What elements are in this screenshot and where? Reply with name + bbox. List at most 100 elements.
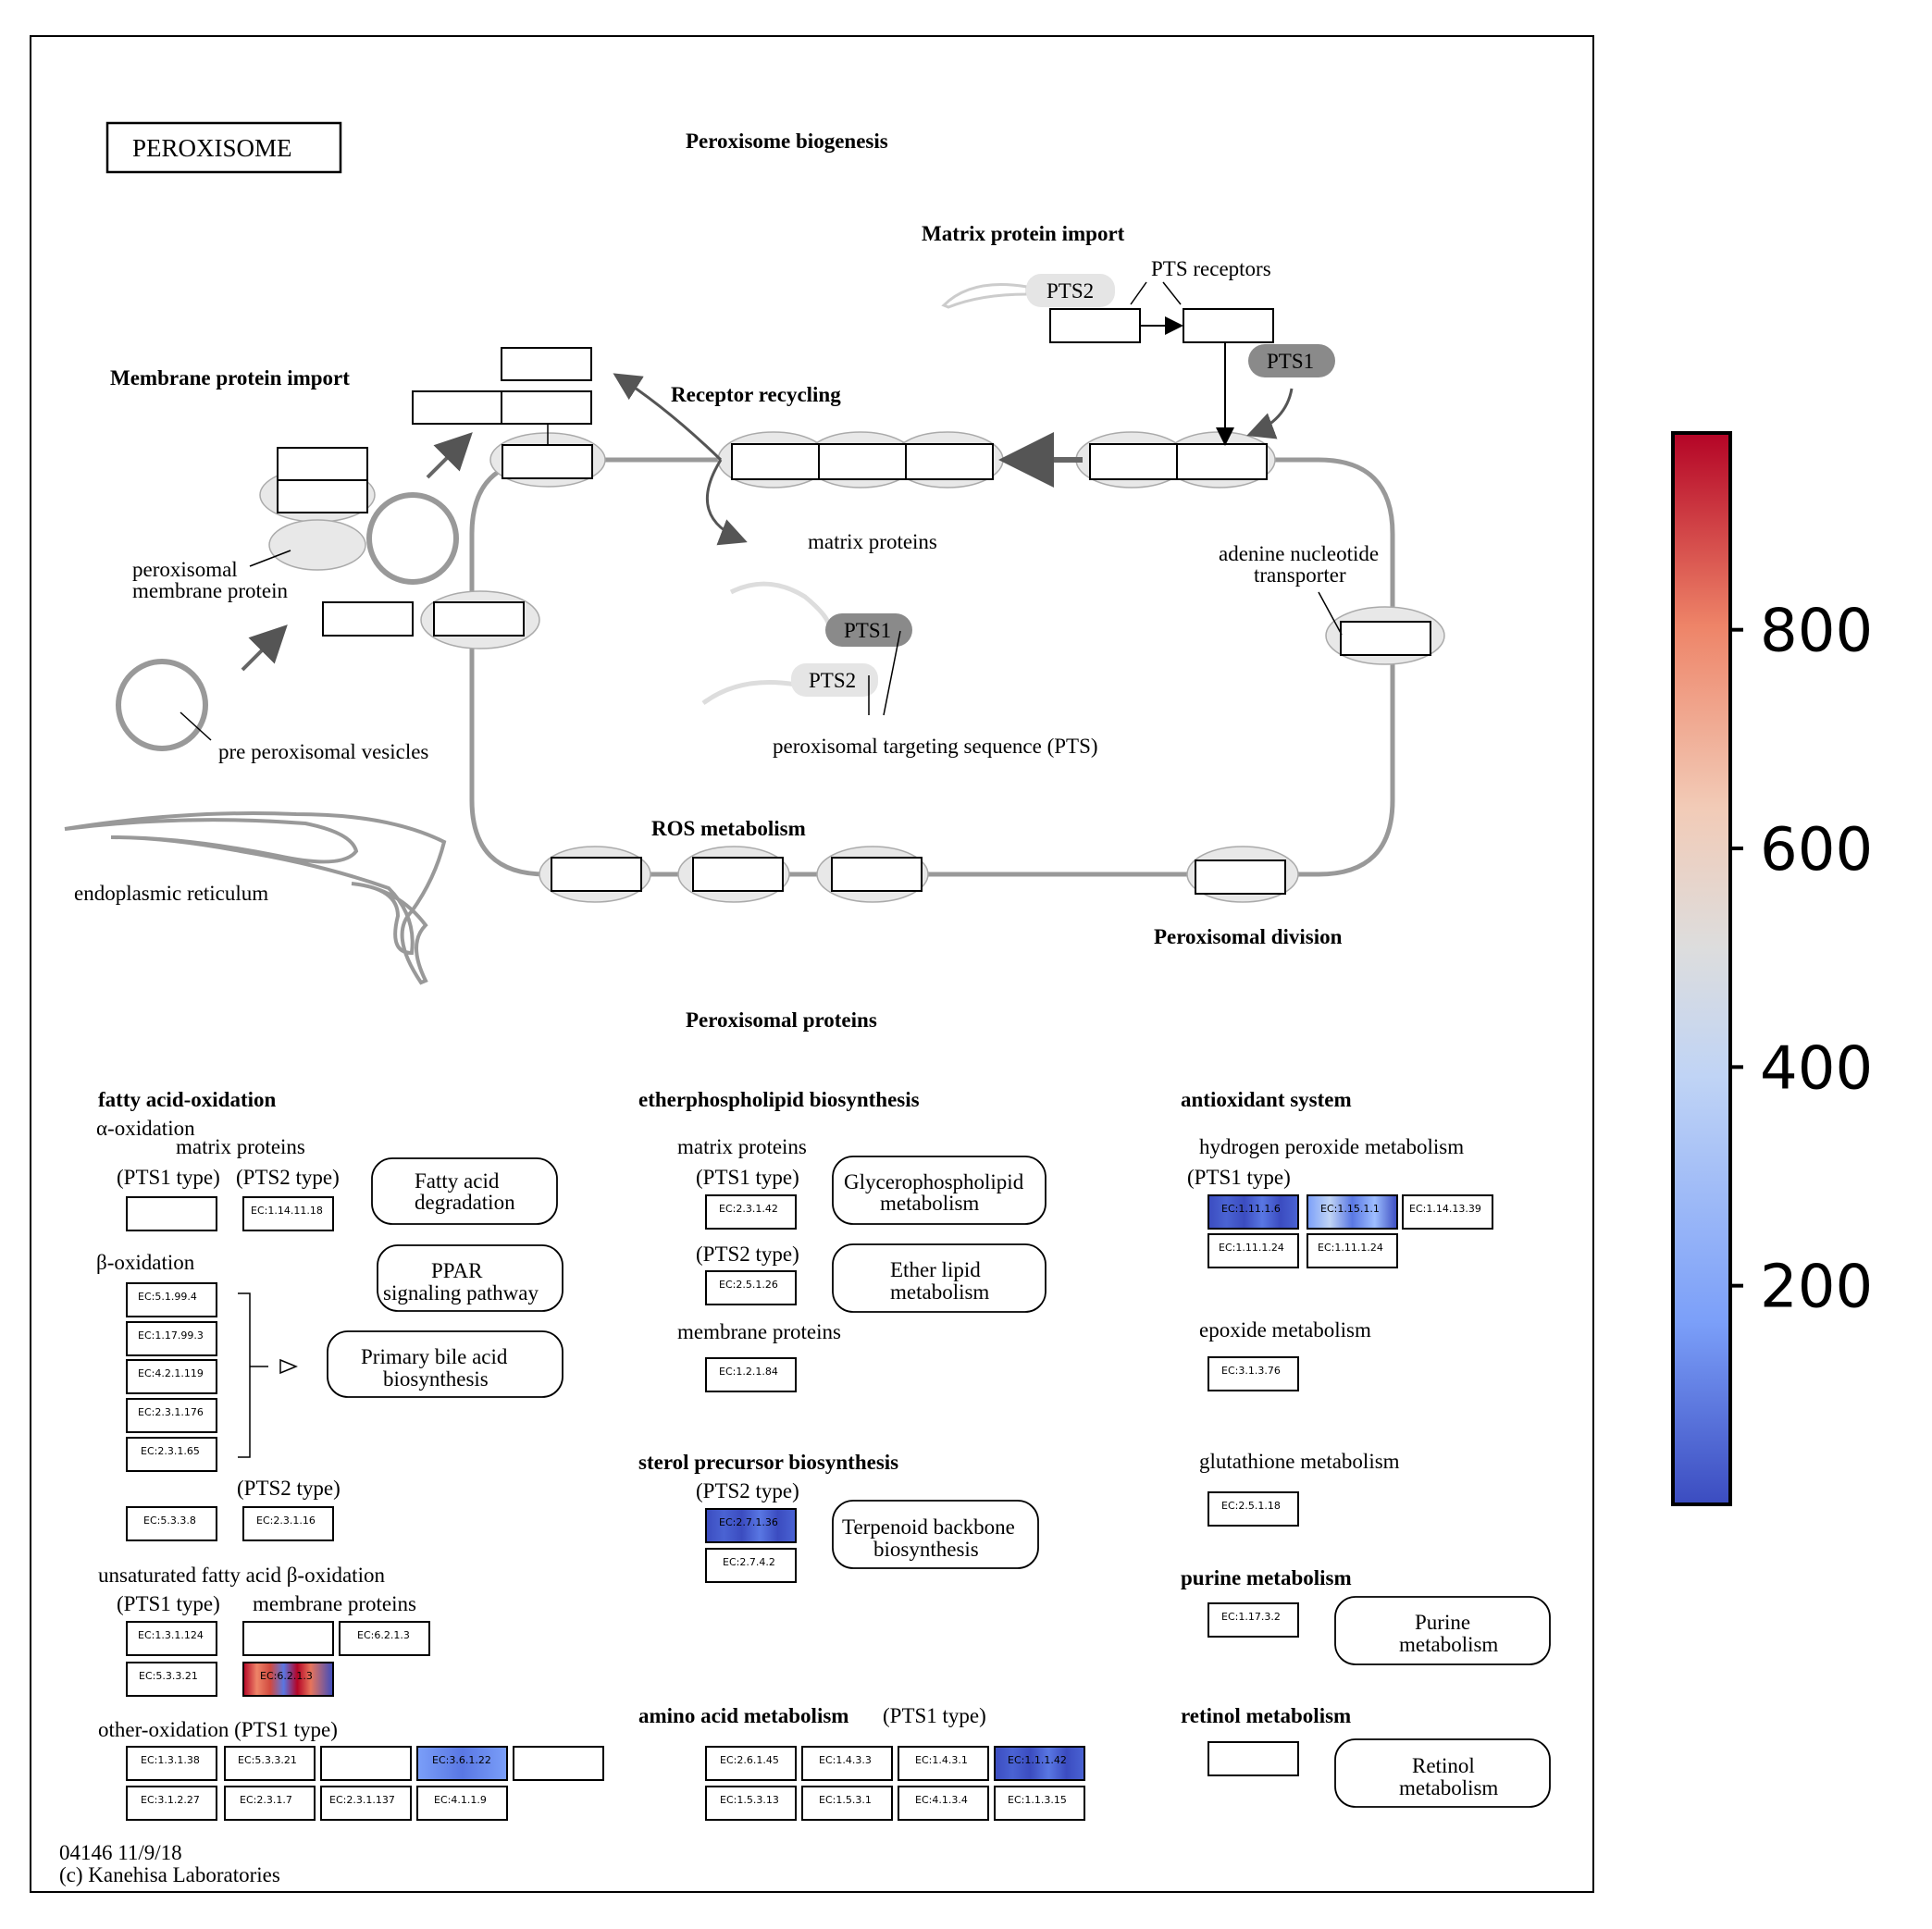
ec-box[interactable]: EC:1.5.3.1 <box>801 1786 893 1821</box>
ec-box[interactable]: EC:1.5.3.13 <box>705 1786 797 1821</box>
pathway-retinol[interactable]: Retinol metabolism <box>1334 1738 1551 1808</box>
ec-box[interactable]: EC:1.4.3.3 <box>801 1746 893 1781</box>
svg-text:EC:5.3.3.21: EC:5.3.3.21 <box>139 1670 198 1682</box>
ec-box[interactable]: EC:1.11.1.24 <box>1307 1233 1398 1268</box>
ec-box[interactable]: EC:4.1.3.4 <box>898 1786 989 1821</box>
gene-box[interactable] <box>433 601 525 637</box>
ec-box[interactable]: EC:1.14.13.39 <box>1402 1194 1493 1230</box>
ec-box[interactable]: EC:3.1.2.27 <box>126 1786 217 1821</box>
svg-text:metabolism: metabolism <box>1399 1633 1498 1656</box>
ec-box[interactable]: EC:1.3.1.38 <box>126 1746 217 1781</box>
gene-box[interactable] <box>1208 1741 1299 1776</box>
pathway-glycerophospholipid[interactable]: Glycerophospholipid metabolism <box>832 1156 1046 1225</box>
ec-box[interactable]: EC:4.2.1.119 <box>126 1359 217 1394</box>
ec-box[interactable]: EC:3.1.3.76 <box>1208 1356 1299 1391</box>
pathway-ether-lipid[interactable]: Ether lipid metabolism <box>832 1243 1046 1313</box>
ec-box[interactable]: EC:2.6.1.45 <box>705 1746 797 1781</box>
gene-box[interactable] <box>412 390 503 425</box>
adenine-label-1: adenine nucleotide <box>1219 542 1379 565</box>
svg-text:EC:2.3.1.16: EC:2.3.1.16 <box>256 1515 316 1527</box>
ec-box[interactable]: EC:2.3.1.42 <box>705 1194 797 1230</box>
ec-box[interactable]: EC:2.5.1.18 <box>1208 1491 1299 1527</box>
ec-box[interactable]: EC:1.17.3.2 <box>1208 1602 1299 1638</box>
ec-box[interactable]: EC:2.3.1.137 <box>320 1786 412 1821</box>
ec-box[interactable]: EC:2.3.1.176 <box>126 1398 217 1433</box>
ec-box-heat[interactable]: EC:2.7.1.36 <box>705 1508 797 1543</box>
pts1-type: (PTS1 type) <box>117 1592 220 1615</box>
ec-box[interactable]: EC:1.1.3.15 <box>994 1786 1085 1821</box>
svg-text:EC:2.5.1.18: EC:2.5.1.18 <box>1221 1500 1281 1512</box>
pathway-fatty-acid-degradation[interactable]: Fatty acid degradation <box>371 1157 558 1225</box>
gene-box[interactable] <box>501 347 592 381</box>
ec-box[interactable]: EC:1.2.1.84 <box>705 1357 797 1392</box>
map-title[interactable]: PEROXISOME <box>105 121 342 174</box>
pts1-type: (PTS1 type) <box>696 1166 799 1189</box>
ec-box[interactable]: EC:5.3.3.21 <box>126 1662 217 1697</box>
ec-box-heat[interactable]: EC:1.1.1.42 <box>994 1746 1085 1781</box>
svg-text:Ether lipid: Ether lipid <box>890 1258 981 1281</box>
group-matrix-proteins: matrix proteins <box>176 1135 305 1158</box>
section-matrix-import: Matrix protein import <box>922 222 1125 245</box>
gene-box[interactable] <box>1183 308 1274 343</box>
gene-box[interactable] <box>126 1196 217 1231</box>
svg-text:degradation: degradation <box>415 1191 515 1214</box>
group-membrane-proteins: membrane proteins <box>677 1320 841 1343</box>
ec-box[interactable]: EC:1.11.1.24 <box>1208 1233 1299 1268</box>
ec-box-heat[interactable]: EC:1.11.1.6 <box>1208 1194 1299 1230</box>
gene-box[interactable] <box>277 447 368 481</box>
ec-box[interactable]: EC:2.5.1.26 <box>705 1270 797 1305</box>
ec-box[interactable]: EC:1.14.11.18 <box>242 1196 334 1231</box>
pathway-terpenoid[interactable]: Terpenoid backbone biosynthesis <box>832 1500 1039 1569</box>
gene-box[interactable] <box>1049 308 1141 343</box>
gene-box[interactable] <box>242 1621 334 1656</box>
ec-box-heat[interactable]: EC:1.15.1.1 <box>1307 1194 1398 1230</box>
ec-box[interactable]: EC:5.1.99.4 <box>126 1282 217 1317</box>
ec-box[interactable]: EC:4.1.1.9 <box>416 1786 508 1821</box>
gene-box[interactable] <box>905 443 994 480</box>
ec-box-heat[interactable]: EC:6.2.1.3 <box>242 1662 334 1697</box>
gene-box[interactable] <box>692 857 784 892</box>
gene-box[interactable] <box>277 479 368 513</box>
ec-box[interactable]: EC:6.2.1.3 <box>339 1621 430 1656</box>
gene-box[interactable] <box>320 1746 412 1781</box>
ec-box[interactable]: EC:2.3.1.65 <box>126 1437 217 1472</box>
group-glutathione: glutathione metabolism <box>1199 1450 1400 1473</box>
footer-copyright: (c) Kanehisa Laboratories <box>59 1863 280 1886</box>
gene-box[interactable] <box>818 443 907 480</box>
pathway-primary-bile-acid[interactable]: Primary bile acid biosynthesis <box>327 1330 564 1398</box>
gene-box[interactable] <box>1176 443 1268 480</box>
ec-box[interactable]: EC:1.3.1.124 <box>126 1621 217 1656</box>
ec-box[interactable]: EC:1.4.3.1 <box>898 1746 989 1781</box>
gene-box[interactable] <box>513 1746 604 1781</box>
gene-box[interactable] <box>1089 443 1178 480</box>
pts1-type: (PTS1 type) <box>1187 1166 1291 1189</box>
er-label: endoplasmic reticulum <box>74 882 268 905</box>
pathway-ppar[interactable]: PPAR signaling pathway <box>377 1244 564 1312</box>
gene-box[interactable] <box>831 857 923 892</box>
group-h2o2: hydrogen peroxide metabolism <box>1199 1135 1464 1158</box>
svg-text:Primary bile acid: Primary bile acid <box>361 1345 508 1368</box>
ec-box[interactable]: EC:2.3.1.7 <box>224 1786 316 1821</box>
ec-box[interactable]: EC:2.7.4.2 <box>705 1548 797 1583</box>
ec-box[interactable]: EC:1.17.99.3 <box>126 1321 217 1356</box>
group-amino: amino acid metabolism <box>638 1704 848 1727</box>
svg-text:EC:1.1.3.15: EC:1.1.3.15 <box>1008 1794 1067 1806</box>
gene-box[interactable] <box>1195 859 1286 895</box>
ec-box[interactable]: EC:2.3.1.16 <box>242 1506 334 1541</box>
gene-box[interactable] <box>551 857 642 892</box>
gene-box[interactable] <box>502 444 593 479</box>
group-fatty: fatty acid-oxidation <box>98 1088 277 1111</box>
section-proteins: Peroxisomal proteins <box>686 1008 877 1032</box>
gene-box[interactable] <box>731 443 820 480</box>
gene-box[interactable] <box>322 601 414 637</box>
svg-text:EC:2.5.1.26: EC:2.5.1.26 <box>719 1279 778 1291</box>
ec-box[interactable]: EC:5.3.3.8 <box>126 1506 217 1541</box>
gene-box[interactable] <box>501 390 592 425</box>
group-unsat: unsaturated fatty acid β-oxidation <box>98 1564 385 1587</box>
svg-text:metabolism: metabolism <box>1399 1776 1498 1799</box>
gene-box[interactable] <box>1340 621 1431 656</box>
ec-box-heat[interactable]: EC:3.6.1.22 <box>416 1746 508 1781</box>
pathway-purine[interactable]: Purine metabolism <box>1334 1596 1551 1665</box>
section-membrane-import: Membrane protein import <box>110 366 350 390</box>
ec-box[interactable]: EC:5.3.3.21 <box>224 1746 316 1781</box>
